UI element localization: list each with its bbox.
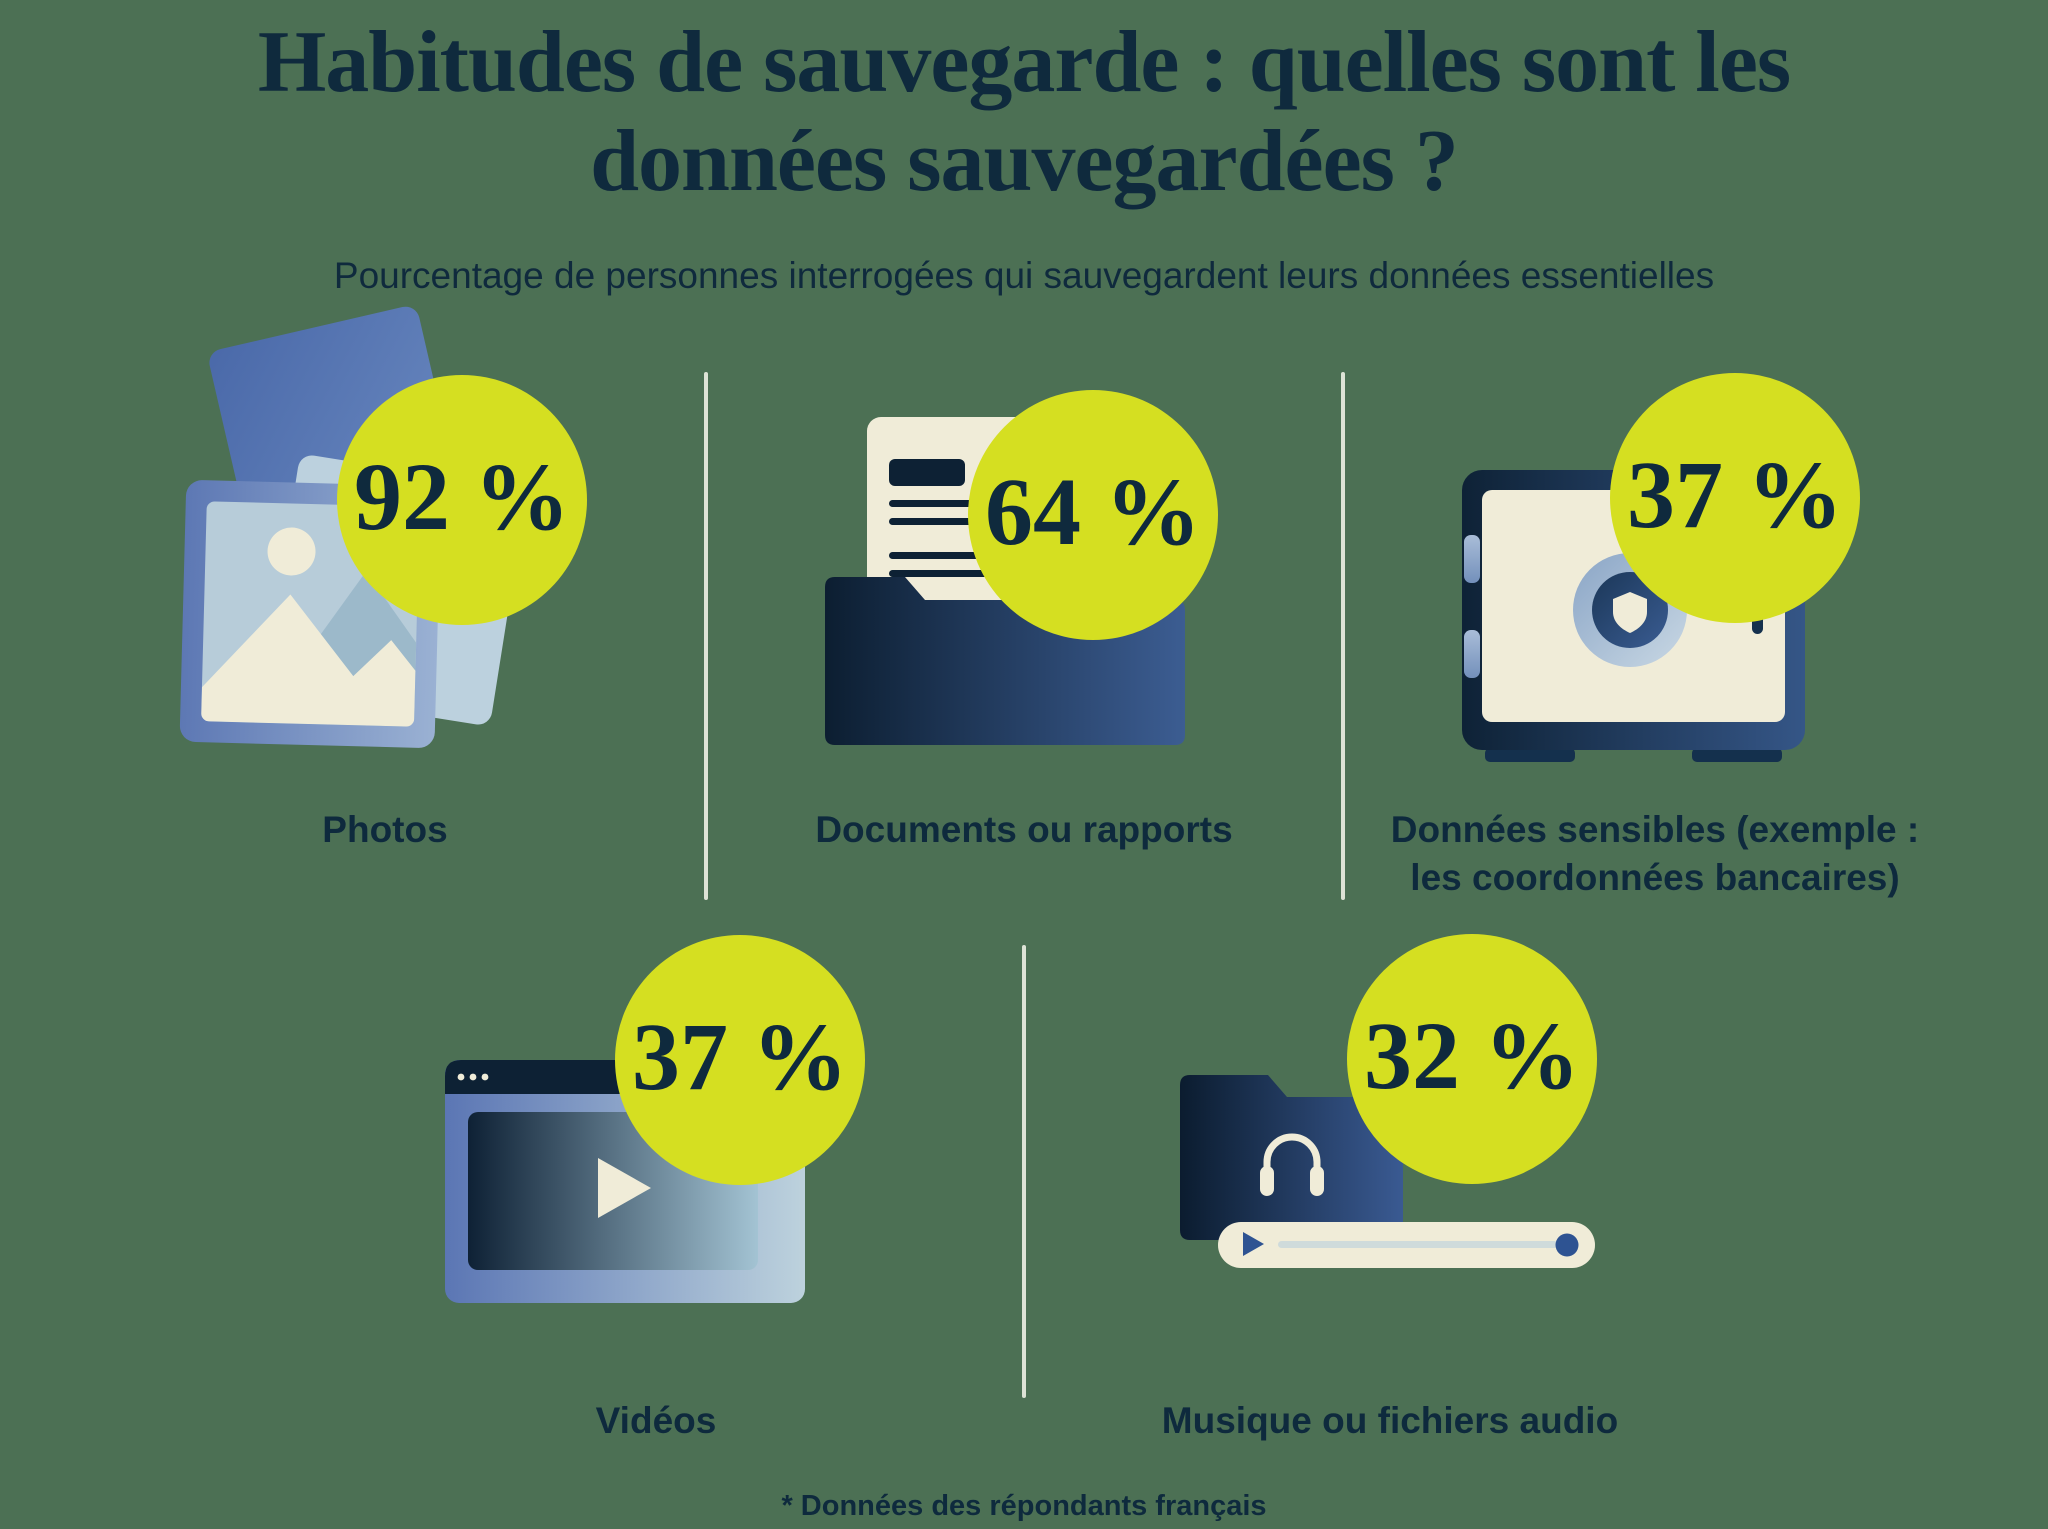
documents-label: Documents ou rapports xyxy=(815,809,1233,850)
safe-hinge-top xyxy=(1464,535,1480,583)
photos-percentage-badge: 92 % xyxy=(337,375,587,625)
divider-top-right xyxy=(1341,372,1345,900)
music-folder xyxy=(1180,1075,1403,1240)
music-percentage-badge: 32 % xyxy=(1347,934,1597,1184)
shield-icon xyxy=(1613,592,1647,633)
safe-hinge-bottom xyxy=(1464,630,1480,678)
safe-foot-left xyxy=(1485,748,1575,762)
play-icon xyxy=(598,1158,651,1218)
footnote: * Données des répondants français xyxy=(781,1490,1267,1522)
page-title-line2: données sauvegardées ? xyxy=(590,112,1459,210)
headphones-icon xyxy=(1260,1133,1324,1196)
window-dot-icon xyxy=(457,1073,465,1081)
sensitive-data-label: Données sensibles (exemple : les coordon… xyxy=(1391,806,1919,902)
photos-label: Photos xyxy=(322,809,448,850)
sensitive-data-percentage: 37 % xyxy=(1627,441,1843,548)
audio-track xyxy=(1278,1241,1558,1248)
safe-foot-right xyxy=(1692,748,1782,762)
sensitive-data-percentage-badge: 37 % xyxy=(1610,373,1860,623)
audio-play-icon xyxy=(1243,1232,1264,1256)
page-subtitle: Pourcentage de personnes interrogées qui… xyxy=(333,255,1715,296)
page-title-line1: Habitudes de sauvegarde : quelles sont l… xyxy=(257,14,1791,111)
documents-percentage: 64 % xyxy=(985,458,1201,565)
audio-track-knob xyxy=(1555,1233,1579,1257)
mountain-front-icon xyxy=(201,594,416,727)
music-label: Musique ou fichiers audio xyxy=(1161,1400,1619,1441)
document-heading-block xyxy=(889,459,965,486)
page-title: Habitudes de sauvegarde : quelles sont l… xyxy=(0,14,2048,211)
videos-percentage-badge: 37 % xyxy=(615,935,865,1185)
sun-icon xyxy=(267,527,316,576)
documents-percentage-badge: 64 % xyxy=(968,390,1218,640)
videos-percentage: 37 % xyxy=(632,1003,848,1110)
divider-bottom xyxy=(1022,945,1026,1398)
divider-top-left xyxy=(704,372,708,900)
window-dot-icon xyxy=(481,1073,489,1081)
sensitive-data-label-line2: les coordonnées bancaires) xyxy=(1410,857,1900,898)
photos-percentage: 92 % xyxy=(354,443,570,550)
audio-folder-icon xyxy=(1180,1075,1595,1268)
videos-label: Vidéos xyxy=(595,1400,717,1441)
sensitive-data-label-line1: Données sensibles (exemple : xyxy=(1390,809,1920,850)
window-dot-icon xyxy=(469,1073,477,1081)
music-percentage: 32 % xyxy=(1364,1002,1580,1109)
